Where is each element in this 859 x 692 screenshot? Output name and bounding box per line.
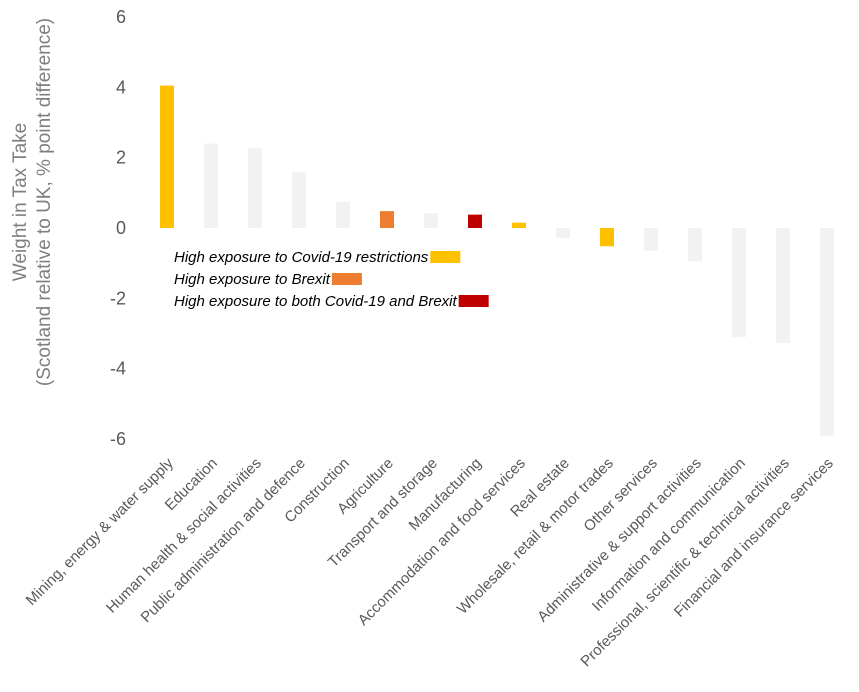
legend-entry-label: High exposure to Covid-19 restrictions xyxy=(174,249,429,266)
bar-8 xyxy=(468,214,482,228)
y-tick-label: 0 xyxy=(116,218,126,238)
bar-3 xyxy=(248,148,262,228)
bar-2 xyxy=(204,143,218,228)
bar-4 xyxy=(292,171,306,228)
bar-12 xyxy=(644,228,658,251)
bar-7 xyxy=(424,213,438,228)
y-tick-label: 2 xyxy=(116,148,126,168)
y-tick-label: 6 xyxy=(116,7,126,27)
category-labels: Mining, energy & water supplyEducationHu… xyxy=(23,454,837,670)
bar-16 xyxy=(820,228,834,437)
y-tick-label: -6 xyxy=(110,429,126,449)
legend-swatch-covid xyxy=(430,251,461,263)
y-axis-label-line-1: Weight in Tax Take xyxy=(10,123,31,281)
x-category-label: Mining, energy & water supply xyxy=(23,454,177,608)
legend-entry-label: High exposure to Brexit xyxy=(174,271,331,288)
legend-swatch-both xyxy=(458,295,489,307)
bar-9 xyxy=(512,222,526,228)
y-tick-label: -4 xyxy=(110,359,126,379)
bars xyxy=(160,85,834,437)
x-category-label: Financial and insurance services xyxy=(671,455,837,621)
legend: High exposure to Covid-19 restrictions Hi… xyxy=(174,249,489,310)
bar-11 xyxy=(600,228,614,247)
bar-15 xyxy=(776,228,790,343)
y-axis-label: Weight in Tax Take (Scotland relative to… xyxy=(10,18,55,386)
y-tick-label: 4 xyxy=(116,77,126,97)
x-category-label: Professional, scientific & technical act… xyxy=(577,455,792,670)
bar-6 xyxy=(380,211,394,228)
bar-5 xyxy=(336,201,350,228)
y-axis-label-line-2: (Scotland relative to UK, % point differ… xyxy=(34,18,55,386)
y-axis-ticks: 6 4 2 0 -2 -4 -6 xyxy=(110,7,126,449)
x-category-label: Public administration and defence xyxy=(138,455,309,626)
bar-13 xyxy=(688,228,702,262)
bar-10 xyxy=(556,228,570,238)
y-tick-label: -2 xyxy=(110,288,126,308)
legend-entry-label: High exposure to both Covid-19 and Brexi… xyxy=(174,293,457,310)
bar-1 xyxy=(160,85,174,228)
legend-swatch-brexit xyxy=(331,273,362,285)
bar-14 xyxy=(732,228,746,338)
